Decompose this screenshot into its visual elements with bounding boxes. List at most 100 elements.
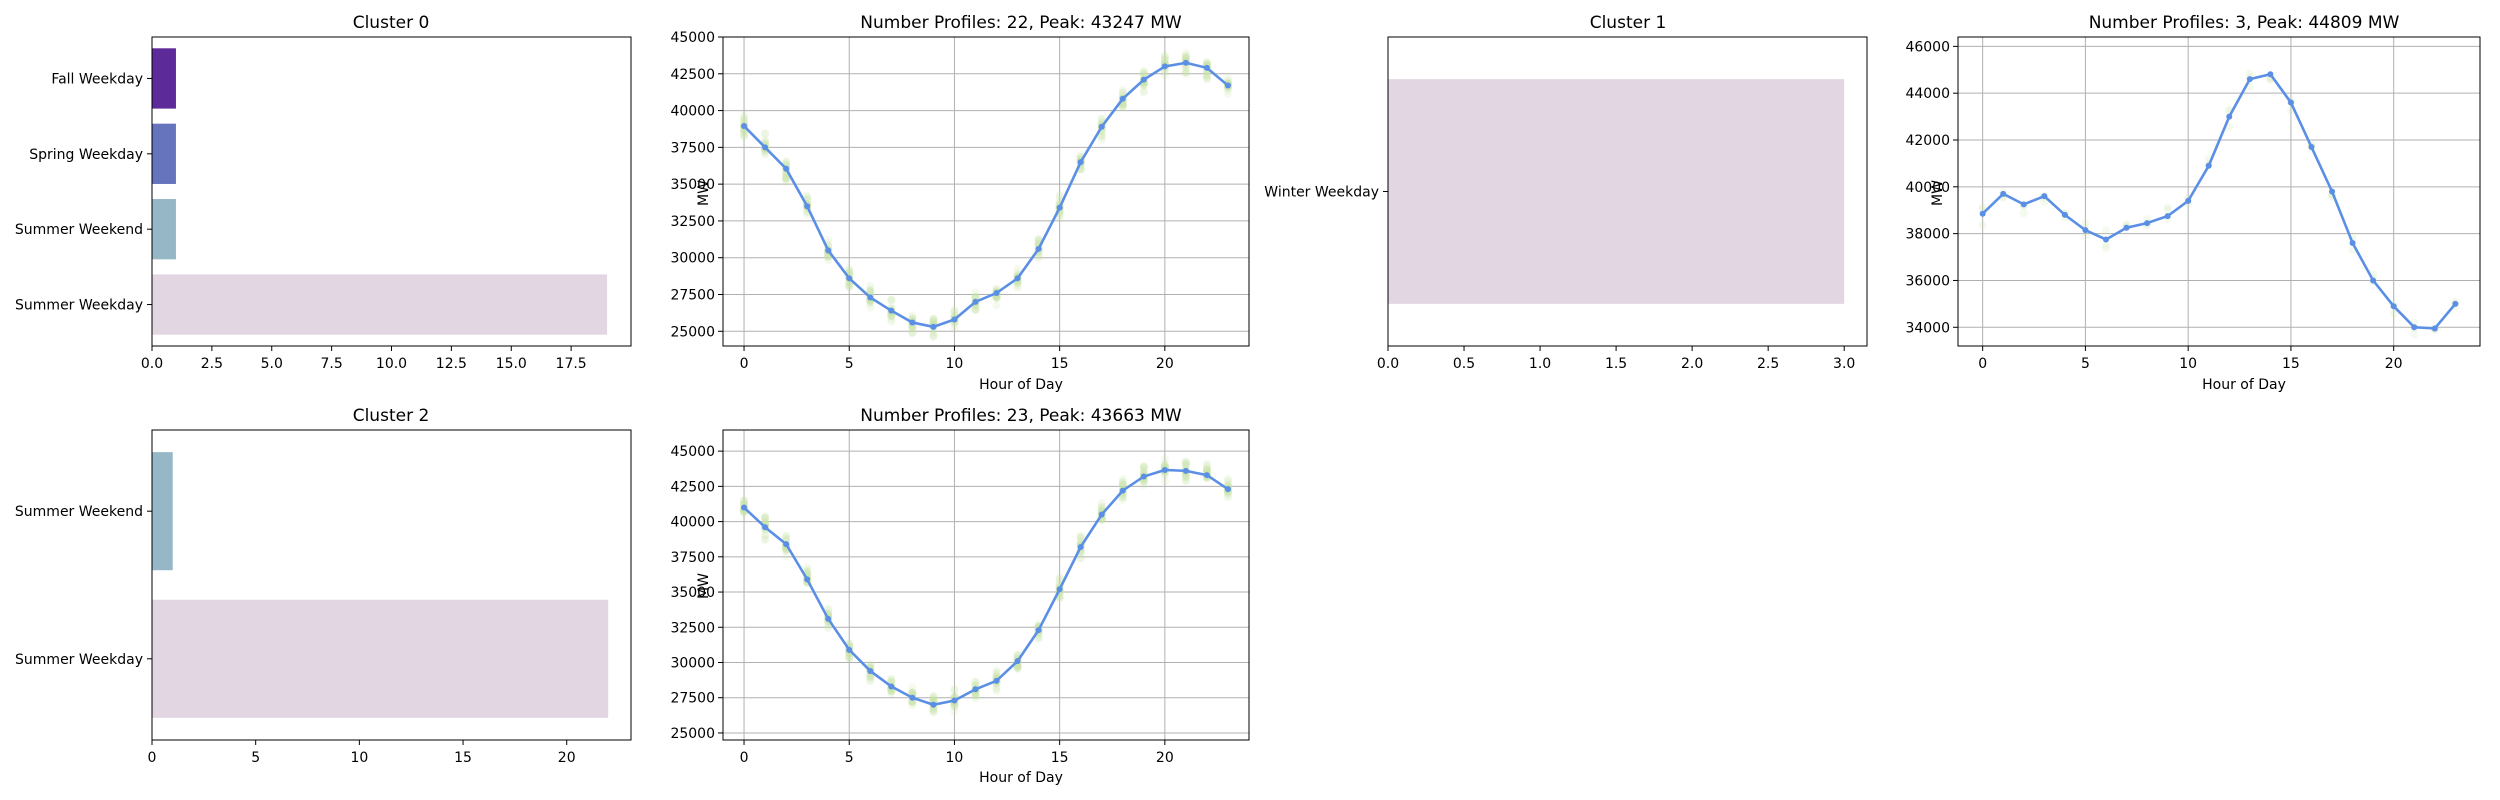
mean-profile-point: [993, 290, 1000, 297]
profile-point: [1139, 462, 1148, 471]
profile-point: [1181, 52, 1190, 61]
profile-point: [908, 324, 917, 333]
profile-point: [1139, 67, 1148, 76]
profile-point: [971, 306, 980, 315]
profile-point: [929, 705, 938, 714]
profile-point: [740, 131, 749, 140]
mean-profile-point: [888, 307, 895, 314]
x-tick-label: 2.0: [1681, 356, 1703, 372]
y-tick-label: 36000: [1905, 273, 1950, 289]
profile-point: [950, 707, 959, 716]
profile-point: [845, 282, 854, 291]
x-tick-label: 0.0: [141, 356, 163, 372]
x-axis-label: Hour of Day: [2202, 377, 2286, 393]
x-tick-label: 10: [2179, 356, 2197, 372]
profile-point: [2163, 205, 2172, 214]
profile-point: [1181, 458, 1190, 467]
profile-point: [866, 676, 875, 685]
mean-profile-point: [1035, 627, 1042, 634]
y-axis-label: MW: [696, 573, 712, 599]
profile-point: [1055, 213, 1064, 222]
profile-point: [761, 514, 770, 523]
profile-point: [740, 116, 749, 125]
y-tick-label: Summer Weekend: [15, 504, 143, 520]
x-axis-label: Hour of Day: [979, 377, 1063, 393]
x-tick-label: 20: [1156, 750, 1174, 766]
profile-point: [866, 281, 875, 290]
profile-point: [929, 332, 938, 341]
profile-point: [1139, 67, 1148, 76]
y-tick-label: 45000: [670, 30, 715, 46]
mean-profile-point: [2123, 224, 2130, 231]
profile-point: [1097, 136, 1106, 145]
profile-point: [950, 308, 959, 317]
mean-profile-point: [1077, 543, 1084, 550]
profile-point: [1223, 491, 1232, 500]
profile-point: [887, 296, 896, 305]
profile-point: [929, 705, 938, 714]
profile-point: [2225, 122, 2234, 131]
profile-point: [1034, 633, 1043, 642]
mean-profile-point: [1182, 59, 1189, 66]
mean-profile-point: [930, 323, 937, 330]
profile-point: [971, 305, 980, 314]
x-tick-label: 10: [946, 356, 964, 372]
profile-point: [1013, 264, 1022, 273]
mean-profile-point: [1056, 204, 1063, 211]
cluster-2-bar-panel: Cluster 2 Summer Weekday Summer Weekend 0 5…: [15, 406, 632, 766]
y-tick-label: 32500: [670, 620, 715, 636]
mean-profile-point: [1161, 63, 1168, 70]
profile-point: [1118, 103, 1127, 112]
profile-point: [1202, 465, 1211, 474]
y-tick-label: 38000: [1905, 227, 1950, 243]
mean-profile-point: [867, 294, 874, 301]
profile-point: [929, 318, 938, 327]
profile-point: [971, 305, 980, 314]
mean-profile-point: [951, 316, 958, 323]
profile-point: [992, 671, 1001, 680]
mean-profile-point: [2390, 303, 2397, 310]
mean-profile-point: [762, 524, 769, 531]
profile-point: [845, 283, 854, 292]
mean-profile-point: [888, 683, 895, 690]
profile-point: [929, 706, 938, 715]
profile-point: [845, 654, 854, 663]
mean-profile-point: [2082, 227, 2089, 234]
profile-point: [1055, 573, 1064, 582]
profile-point: [1013, 663, 1022, 672]
profile-point: [866, 676, 875, 685]
y-tick-label: 34000: [1905, 320, 1950, 336]
chart-title: Number Profiles: 23, Peak: 43663 MW: [860, 406, 1182, 426]
profile-point: [845, 652, 854, 661]
profile-point: [761, 136, 770, 145]
profile-point: [950, 691, 959, 700]
profile-point: [887, 317, 896, 326]
profile-point: [1181, 51, 1190, 60]
mean-profile-point: [783, 541, 790, 548]
mean-profile-point: [804, 203, 811, 210]
profile-point: [1076, 534, 1085, 543]
mean-profile-point: [2102, 236, 2109, 243]
mean-profile-point: [2020, 201, 2027, 208]
x-tick-label: 15.0: [496, 356, 527, 372]
profile-point: [1181, 476, 1190, 485]
profile-point: [1139, 81, 1148, 90]
mean-profile-point: [1979, 210, 1986, 217]
profile-point: [1118, 88, 1127, 97]
profile-point: [1160, 67, 1169, 76]
profile-point: [866, 287, 875, 296]
profile-point: [2081, 231, 2090, 240]
x-axis-label: Hour of Day: [979, 770, 1063, 786]
profile-point: [1139, 87, 1148, 96]
profile-point: [2101, 244, 2110, 253]
profile-point: [929, 692, 938, 701]
mean-profile-point: [2308, 144, 2315, 151]
profile-point: [1181, 477, 1190, 486]
mean-profile-point: [1035, 245, 1042, 252]
profile-point: [929, 314, 938, 323]
cluster-1-profile-panel: Number Profiles: 3, Peak: 44809 MW Hour …: [1905, 13, 2481, 393]
profile-point: [761, 150, 770, 159]
y-tick-label: 40000: [670, 515, 715, 531]
profile-point: [866, 673, 875, 682]
profile-point: [782, 173, 791, 182]
